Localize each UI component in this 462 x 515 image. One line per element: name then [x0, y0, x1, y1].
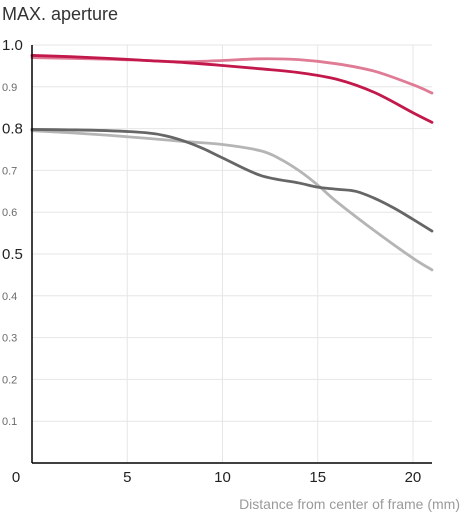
- y-tick-label: 0.3: [2, 333, 17, 345]
- y-tick-label: 0.7: [2, 165, 17, 177]
- y-tick-label: 1.0: [2, 37, 23, 54]
- y-tick-label: 0.9: [2, 82, 17, 94]
- x-axis-label: Distance from center of frame (mm): [239, 496, 460, 512]
- y-tick-label: 0.4: [2, 291, 17, 303]
- series-line-3: [30, 129, 434, 272]
- y-tick-label: 0.2: [2, 374, 17, 386]
- series-lines: [30, 54, 434, 272]
- series-line-1: [30, 56, 434, 95]
- x-tick-labels: 0 5 10 15 20: [12, 469, 421, 486]
- axes: [31, 45, 432, 464]
- x-tick-label: 15: [309, 469, 326, 486]
- y-tick-labels: 1.0 0.9 0.8 0.7 0.6 0.5 0.4 0.3 0.2 0.1: [2, 37, 23, 428]
- x-tick-label: 20: [405, 469, 422, 486]
- series-line-2: [30, 54, 434, 124]
- grid: [32, 44, 432, 463]
- y-tick-label: 0.6: [2, 207, 17, 219]
- x-tick-label: 0: [12, 469, 20, 486]
- y-tick-label: 0.5: [2, 246, 23, 263]
- x-tick-label: 10: [214, 469, 231, 486]
- y-tick-label: 0.1: [2, 416, 17, 428]
- x-tick-label: 5: [123, 469, 131, 486]
- series-line-4: [30, 128, 434, 233]
- chart-title: MAX. aperture: [2, 4, 119, 24]
- y-tick-label: 0.8: [2, 121, 23, 138]
